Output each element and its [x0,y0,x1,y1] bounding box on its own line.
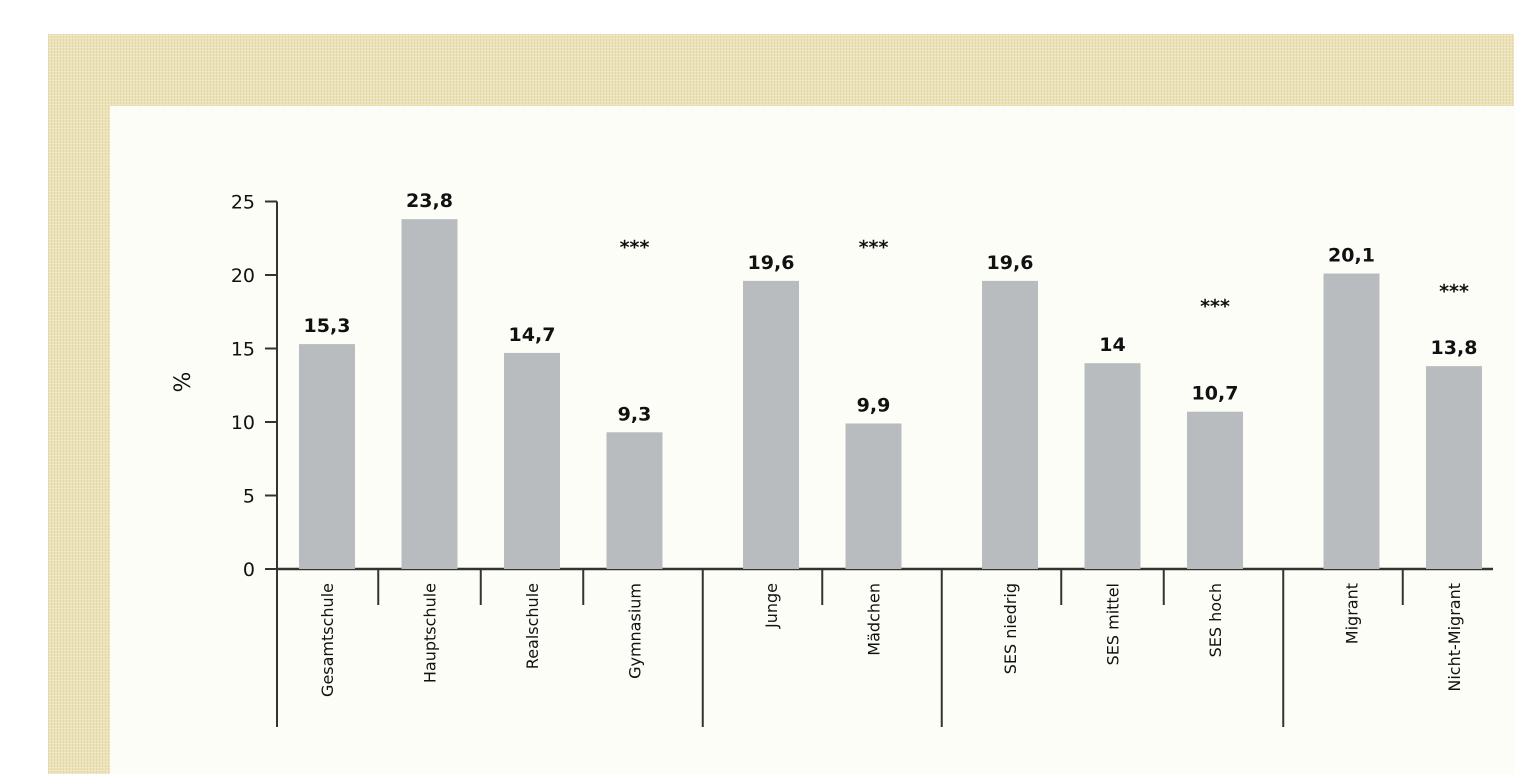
significance-marker: *** [1200,295,1230,317]
bar [1187,411,1243,569]
bar-value-label: 15,3 [304,315,351,337]
bar [504,352,560,569]
category-label: Gesamtschule [318,583,337,697]
y-tick-label: 0 [243,559,255,581]
bar [1323,273,1380,569]
bar-layer [299,219,1482,569]
bar [606,432,663,569]
significance-marker: *** [1439,281,1469,303]
bar [401,219,458,569]
category-label: Nicht-Migrant [1445,583,1464,692]
bar-value-label: 23,8 [406,190,453,212]
category-label: Junge [762,583,781,629]
category-label: Mädchen [865,583,884,656]
bar-value-label: 14,7 [509,324,556,346]
bar-value-label: 20,1 [1328,245,1375,267]
y-axis-title: % [171,372,196,393]
bar [743,280,799,569]
bar [299,344,355,569]
page-frame: % 0 5 10 15 20 25 15,3 Gesamtschule 23,8 Hauptsc… [48,34,1514,774]
bar-value-label: 19,6 [987,252,1034,274]
category-label: Realschule [523,583,542,669]
y-tick-label: 20 [231,265,255,287]
bar-value-label: 9,3 [618,403,652,425]
category-label: Gymnasium [626,583,645,679]
bar-value-label: 13,8 [1431,337,1478,359]
bar-chart: % 0 5 10 15 20 25 15,3 Gesamtschule 23,8 Hauptsc… [171,190,1493,727]
bar-value-label: 9,9 [857,394,891,416]
category-label: SES niedrig [1001,583,1020,674]
bar [1084,363,1141,569]
significance-marker: *** [620,237,650,259]
category-label: Hauptschule [421,583,440,683]
y-tick-label: 5 [243,486,255,508]
bar-value-label: 14 [1099,334,1125,356]
bar [982,280,1038,569]
y-tick-label: 25 [231,192,255,214]
y-tick-label: 15 [231,339,255,361]
chart-panel: % 0 5 10 15 20 25 15,3 Gesamtschule 23,8 Hauptsc… [110,106,1514,774]
bar [1426,366,1482,569]
category-label: Migrant [1343,583,1362,644]
bar-value-label: 19,6 [748,252,795,274]
bar-value-label: 10,7 [1192,383,1239,405]
label-layer: 15,3 Gesamtschule 23,8 Hauptschule 14,7 Reals… [304,190,1478,697]
y-tick-label: 10 [231,412,255,434]
bar [845,423,902,569]
category-label: SES hoch [1206,583,1225,657]
category-label: SES mittel [1104,583,1123,665]
significance-marker: *** [859,237,889,259]
